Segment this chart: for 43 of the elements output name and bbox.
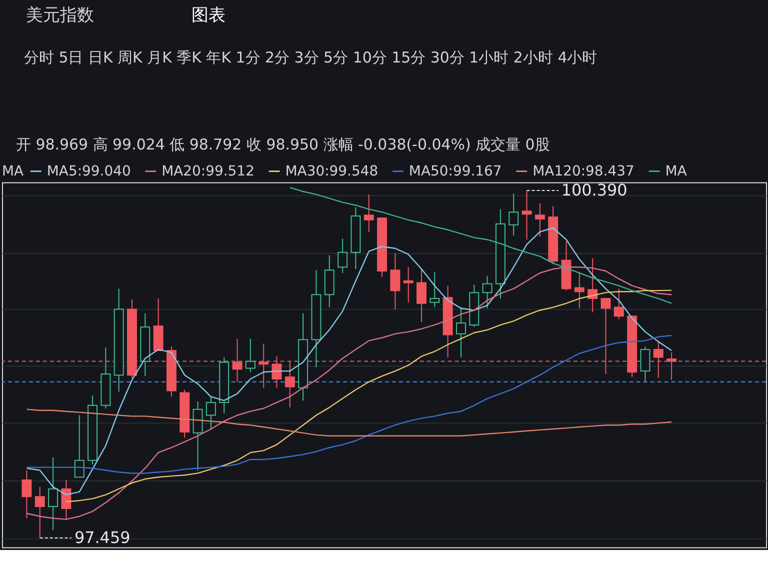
legend-label: MA50:99.167 (408, 163, 502, 180)
legend-label: MA (665, 163, 688, 180)
legend-label: MA20:99.512 (162, 163, 254, 180)
candlestick (522, 190, 532, 240)
chart-title: 美元指数 (26, 4, 94, 25)
candlestick (390, 252, 400, 310)
legend-title: MA (2, 163, 24, 180)
annotation: 97.459 (74, 528, 130, 547)
candlestick (284, 360, 295, 408)
legend-label: MA120:98.437 (532, 163, 634, 180)
candlestick (22, 470, 32, 519)
candlestick (338, 238, 348, 274)
candlestick (192, 401, 203, 471)
candlestick (508, 193, 519, 236)
candlestick (48, 456, 58, 531)
candlestick (245, 338, 256, 373)
candlestick (574, 271, 584, 309)
candlestick (258, 343, 269, 388)
candlestick (206, 396, 216, 430)
annotation: 100.390 (561, 180, 628, 200)
candlestick (74, 414, 84, 478)
candlestick (653, 340, 664, 378)
candlestick (61, 479, 72, 521)
candlestick (614, 288, 624, 320)
chart-subtitle: 图表 (192, 4, 226, 25)
candlestick (34, 486, 45, 538)
candlestick (456, 306, 466, 358)
candlestick (272, 356, 282, 388)
legend-label: MA30:99.548 (285, 163, 378, 180)
candlestick (588, 258, 598, 313)
candlestick (482, 275, 492, 309)
candlestick (666, 352, 677, 380)
candlestick (364, 194, 374, 232)
candlestick (534, 202, 545, 238)
candlestick (416, 268, 426, 322)
text: 开 98.969 高 99.024 低 98.792 收 98.950 涨幅 -0.038(-0.04%) 成交量 0股 (16, 135, 550, 154)
candlestick (600, 298, 611, 375)
candlestick (403, 266, 414, 303)
candlestick (232, 338, 242, 382)
legend-label: MA5:99.040 (46, 163, 131, 180)
candlestick (640, 346, 650, 382)
candlestick (430, 271, 440, 308)
text: 分时 5日 日K 周K 月K 季K 年K 1分 2分 3分 5分 10分 15分 30分 1小时 2小时 4小时 (24, 48, 598, 67)
